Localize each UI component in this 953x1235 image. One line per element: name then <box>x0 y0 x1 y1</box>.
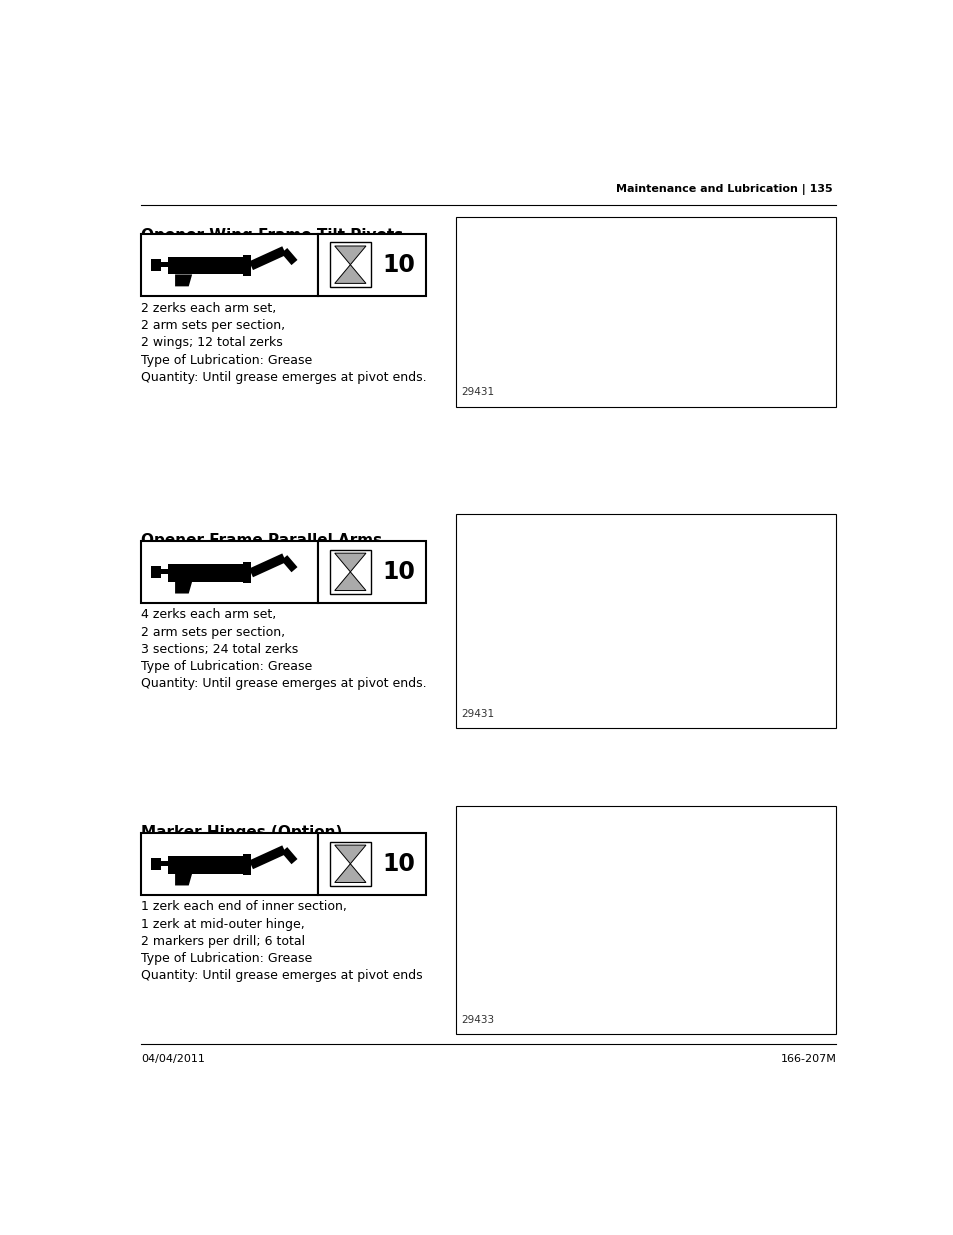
Bar <box>141 541 317 603</box>
Bar <box>456 216 836 406</box>
Text: Quantity: Until grease emerges at pivot ends.: Quantity: Until grease emerges at pivot … <box>141 677 427 690</box>
Text: 3 sections; 24 total zerks: 3 sections; 24 total zerks <box>141 642 298 656</box>
Bar <box>330 550 371 594</box>
Bar <box>168 856 243 873</box>
Bar <box>141 832 317 894</box>
Text: Maintenance and Lubrication | 135: Maintenance and Lubrication | 135 <box>616 184 832 195</box>
Polygon shape <box>335 845 366 863</box>
Bar <box>330 841 371 885</box>
Bar <box>141 233 317 295</box>
Text: 2 arm sets per section,: 2 arm sets per section, <box>141 320 285 332</box>
Text: Type of Lubrication: Grease: Type of Lubrication: Grease <box>141 659 313 673</box>
Text: 1 zerk at mid-outer hinge,: 1 zerk at mid-outer hinge, <box>141 918 305 930</box>
Polygon shape <box>175 274 192 287</box>
Bar <box>330 242 371 287</box>
Polygon shape <box>335 553 366 572</box>
Bar <box>243 254 251 275</box>
Polygon shape <box>335 572 366 590</box>
Text: 04/04/2011: 04/04/2011 <box>141 1053 205 1063</box>
Text: Marker Hinges (Option): Marker Hinges (Option) <box>141 825 342 840</box>
Bar <box>168 257 243 274</box>
Text: 1 zerk each end of inner section,: 1 zerk each end of inner section, <box>141 900 347 914</box>
Text: 2 markers per drill; 6 total: 2 markers per drill; 6 total <box>141 935 305 947</box>
Text: 29431: 29431 <box>461 709 495 719</box>
Bar <box>160 262 168 267</box>
Bar <box>317 541 426 603</box>
Text: 29433: 29433 <box>461 1015 495 1025</box>
Text: 29431: 29431 <box>461 388 495 398</box>
Polygon shape <box>335 246 366 264</box>
Polygon shape <box>335 264 366 283</box>
Text: 10: 10 <box>382 559 416 584</box>
Text: 166-207M: 166-207M <box>780 1053 836 1063</box>
Text: Opener Frame Parallel Arms: Opener Frame Parallel Arms <box>141 534 382 548</box>
Polygon shape <box>175 582 192 594</box>
Text: 2 wings; 12 total zerks: 2 wings; 12 total zerks <box>141 336 283 350</box>
Text: Opener Wing Frame Tilt Pivots: Opener Wing Frame Tilt Pivots <box>141 228 403 243</box>
Bar <box>243 562 251 583</box>
Bar <box>317 233 426 295</box>
Text: Type of Lubrication: Grease: Type of Lubrication: Grease <box>141 353 313 367</box>
Polygon shape <box>335 863 366 883</box>
Text: 4 zerks each arm set,: 4 zerks each arm set, <box>141 609 276 621</box>
Bar <box>456 806 836 1035</box>
Bar <box>160 569 168 574</box>
Bar <box>456 514 836 729</box>
Bar <box>160 861 168 866</box>
Text: Quantity: Until grease emerges at pivot ends: Quantity: Until grease emerges at pivot … <box>141 969 422 982</box>
Bar <box>152 258 160 270</box>
Text: 10: 10 <box>382 852 416 876</box>
Bar <box>168 564 243 582</box>
Polygon shape <box>175 873 192 885</box>
Text: Quantity: Until grease emerges at pivot ends.: Quantity: Until grease emerges at pivot … <box>141 370 427 384</box>
Text: 2 arm sets per section,: 2 arm sets per section, <box>141 626 285 638</box>
Text: 2 zerks each arm set,: 2 zerks each arm set, <box>141 303 276 315</box>
Text: Type of Lubrication: Grease: Type of Lubrication: Grease <box>141 952 313 965</box>
Bar <box>317 832 426 894</box>
Bar <box>243 855 251 874</box>
Bar <box>152 858 160 869</box>
Bar <box>152 566 160 578</box>
Text: 10: 10 <box>382 253 416 277</box>
